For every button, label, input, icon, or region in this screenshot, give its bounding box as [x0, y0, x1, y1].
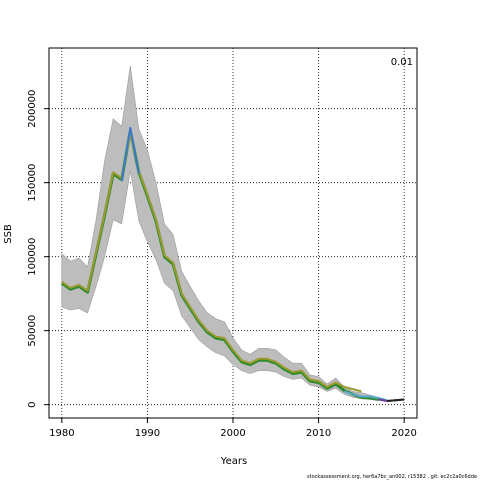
series-line — [60, 129, 379, 401]
confidence-band-area — [61, 65, 379, 401]
y-axis-title: SSB — [3, 224, 14, 244]
grid-lines — [49, 48, 417, 418]
y-tick-label: 50000 — [27, 315, 38, 347]
series-line — [343, 390, 388, 402]
confidence-band — [61, 65, 379, 401]
x-axis-title: Years — [220, 456, 247, 467]
series-line — [386, 398, 405, 402]
y-tick-label: 200000 — [27, 90, 38, 128]
footer-credit: stockassessment.org, her6a7bc_an002, r15… — [307, 474, 477, 480]
series-line — [61, 132, 362, 393]
x-tick-label: 2010 — [306, 428, 331, 439]
x-tick-label: 2020 — [391, 428, 416, 439]
corner-label: 0.01 — [391, 57, 413, 68]
series-lines — [60, 126, 405, 402]
y-tick-label: 150000 — [27, 164, 38, 202]
y-axis-ticks: 0 50000 100000 150000 200000 — [27, 90, 49, 408]
x-tick-label: 2000 — [220, 428, 245, 439]
x-tick-label: 1990 — [135, 428, 160, 439]
x-tick-label: 1980 — [49, 428, 74, 439]
x-axis-ticks: 1980 1990 2000 2010 2020 — [49, 418, 417, 439]
y-tick-label: 100000 — [27, 238, 38, 276]
y-tick-label: 0 — [27, 401, 38, 407]
series-line — [120, 126, 140, 182]
